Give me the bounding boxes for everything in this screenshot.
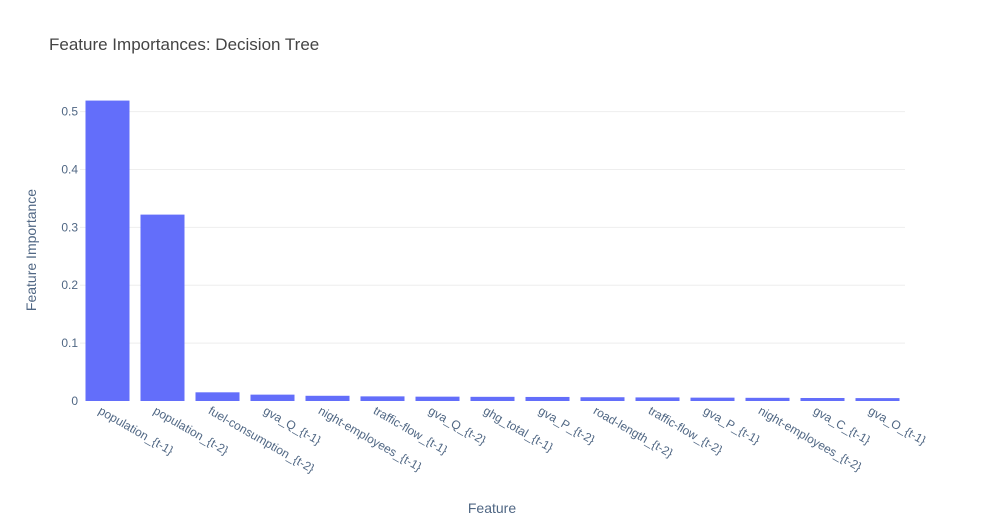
bar[interactable] <box>855 398 900 401</box>
y-tick-label: 0.1 <box>61 336 78 350</box>
bar[interactable] <box>140 214 185 401</box>
x-tick-label: night-employees_{t-2} <box>756 403 864 473</box>
y-tick-label: 0.3 <box>61 220 78 234</box>
bar[interactable] <box>415 396 460 401</box>
y-tick-label: 0.2 <box>61 278 78 292</box>
bars <box>85 100 900 401</box>
x-axis-title: Feature <box>468 500 516 516</box>
y-axis-ticks: 0 0.1 0.2 0.3 0.4 0.5 <box>61 105 78 408</box>
x-tick-label: gva_O_{t-1} <box>866 403 928 447</box>
bar[interactable] <box>85 100 130 401</box>
x-tick-label: night-employees_{t-1} <box>316 403 424 473</box>
gridlines <box>80 111 905 344</box>
bar[interactable] <box>195 392 240 401</box>
bar[interactable] <box>470 396 515 401</box>
bar[interactable] <box>525 396 570 401</box>
bar[interactable] <box>635 397 680 401</box>
x-axis-ticks: population_{t-1}population_{t-2}fuel-con… <box>96 403 928 475</box>
bar[interactable] <box>690 397 735 401</box>
y-axis-title: Feature Importance <box>23 189 39 311</box>
bar[interactable] <box>745 397 790 401</box>
chart-title: Feature Importances: Decision Tree <box>49 35 319 54</box>
y-tick-label: 0.4 <box>61 162 78 176</box>
bar[interactable] <box>250 394 295 401</box>
bar[interactable] <box>800 397 845 401</box>
y-tick-label: 0 <box>71 394 78 408</box>
bar[interactable] <box>580 397 625 401</box>
y-tick-label: 0.5 <box>61 105 78 119</box>
bar[interactable] <box>360 396 405 401</box>
bar[interactable] <box>305 395 350 401</box>
